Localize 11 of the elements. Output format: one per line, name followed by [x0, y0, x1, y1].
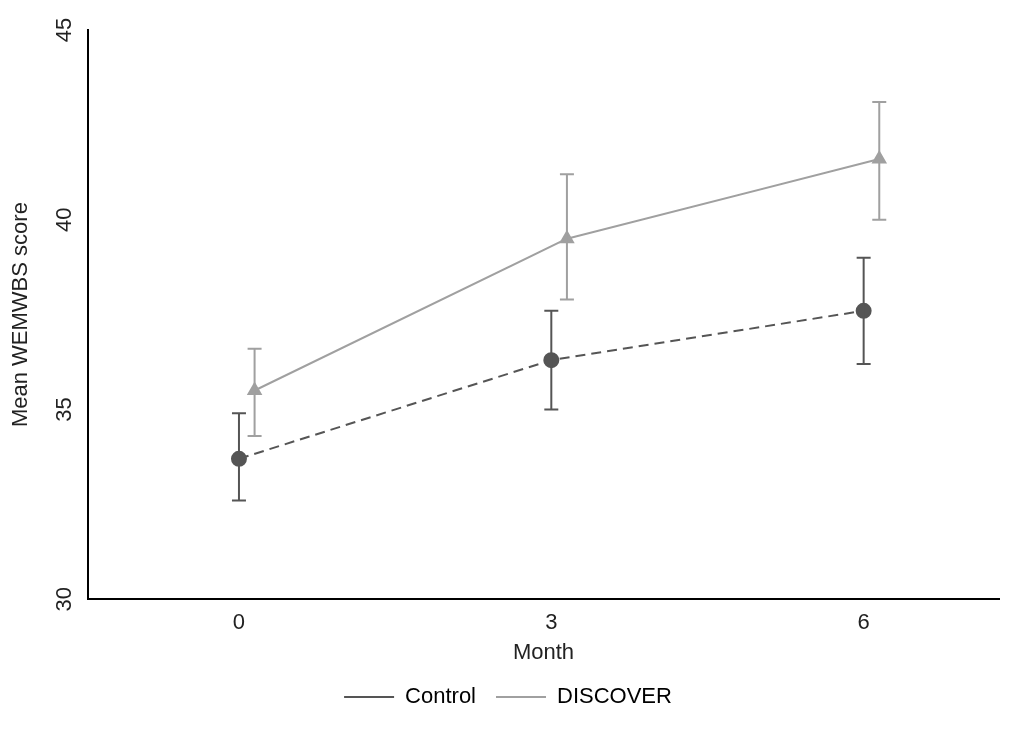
x-axis-title: Month	[512, 638, 575, 664]
x-tick-label: 0	[232, 609, 246, 635]
y-tick-label: 35	[51, 397, 77, 422]
x-tick-label: 6	[857, 609, 870, 635]
legend-label: Control	[405, 683, 477, 709]
x-tick-label: 3	[545, 609, 558, 635]
legend-label: DISCOVER	[557, 683, 672, 709]
y-tick-label: 45	[51, 17, 77, 43]
y-axis-title: Mean WEMWBS score	[7, 202, 33, 428]
y-tick-label: 30	[51, 586, 77, 612]
y-tick-label: 40	[51, 207, 77, 232]
